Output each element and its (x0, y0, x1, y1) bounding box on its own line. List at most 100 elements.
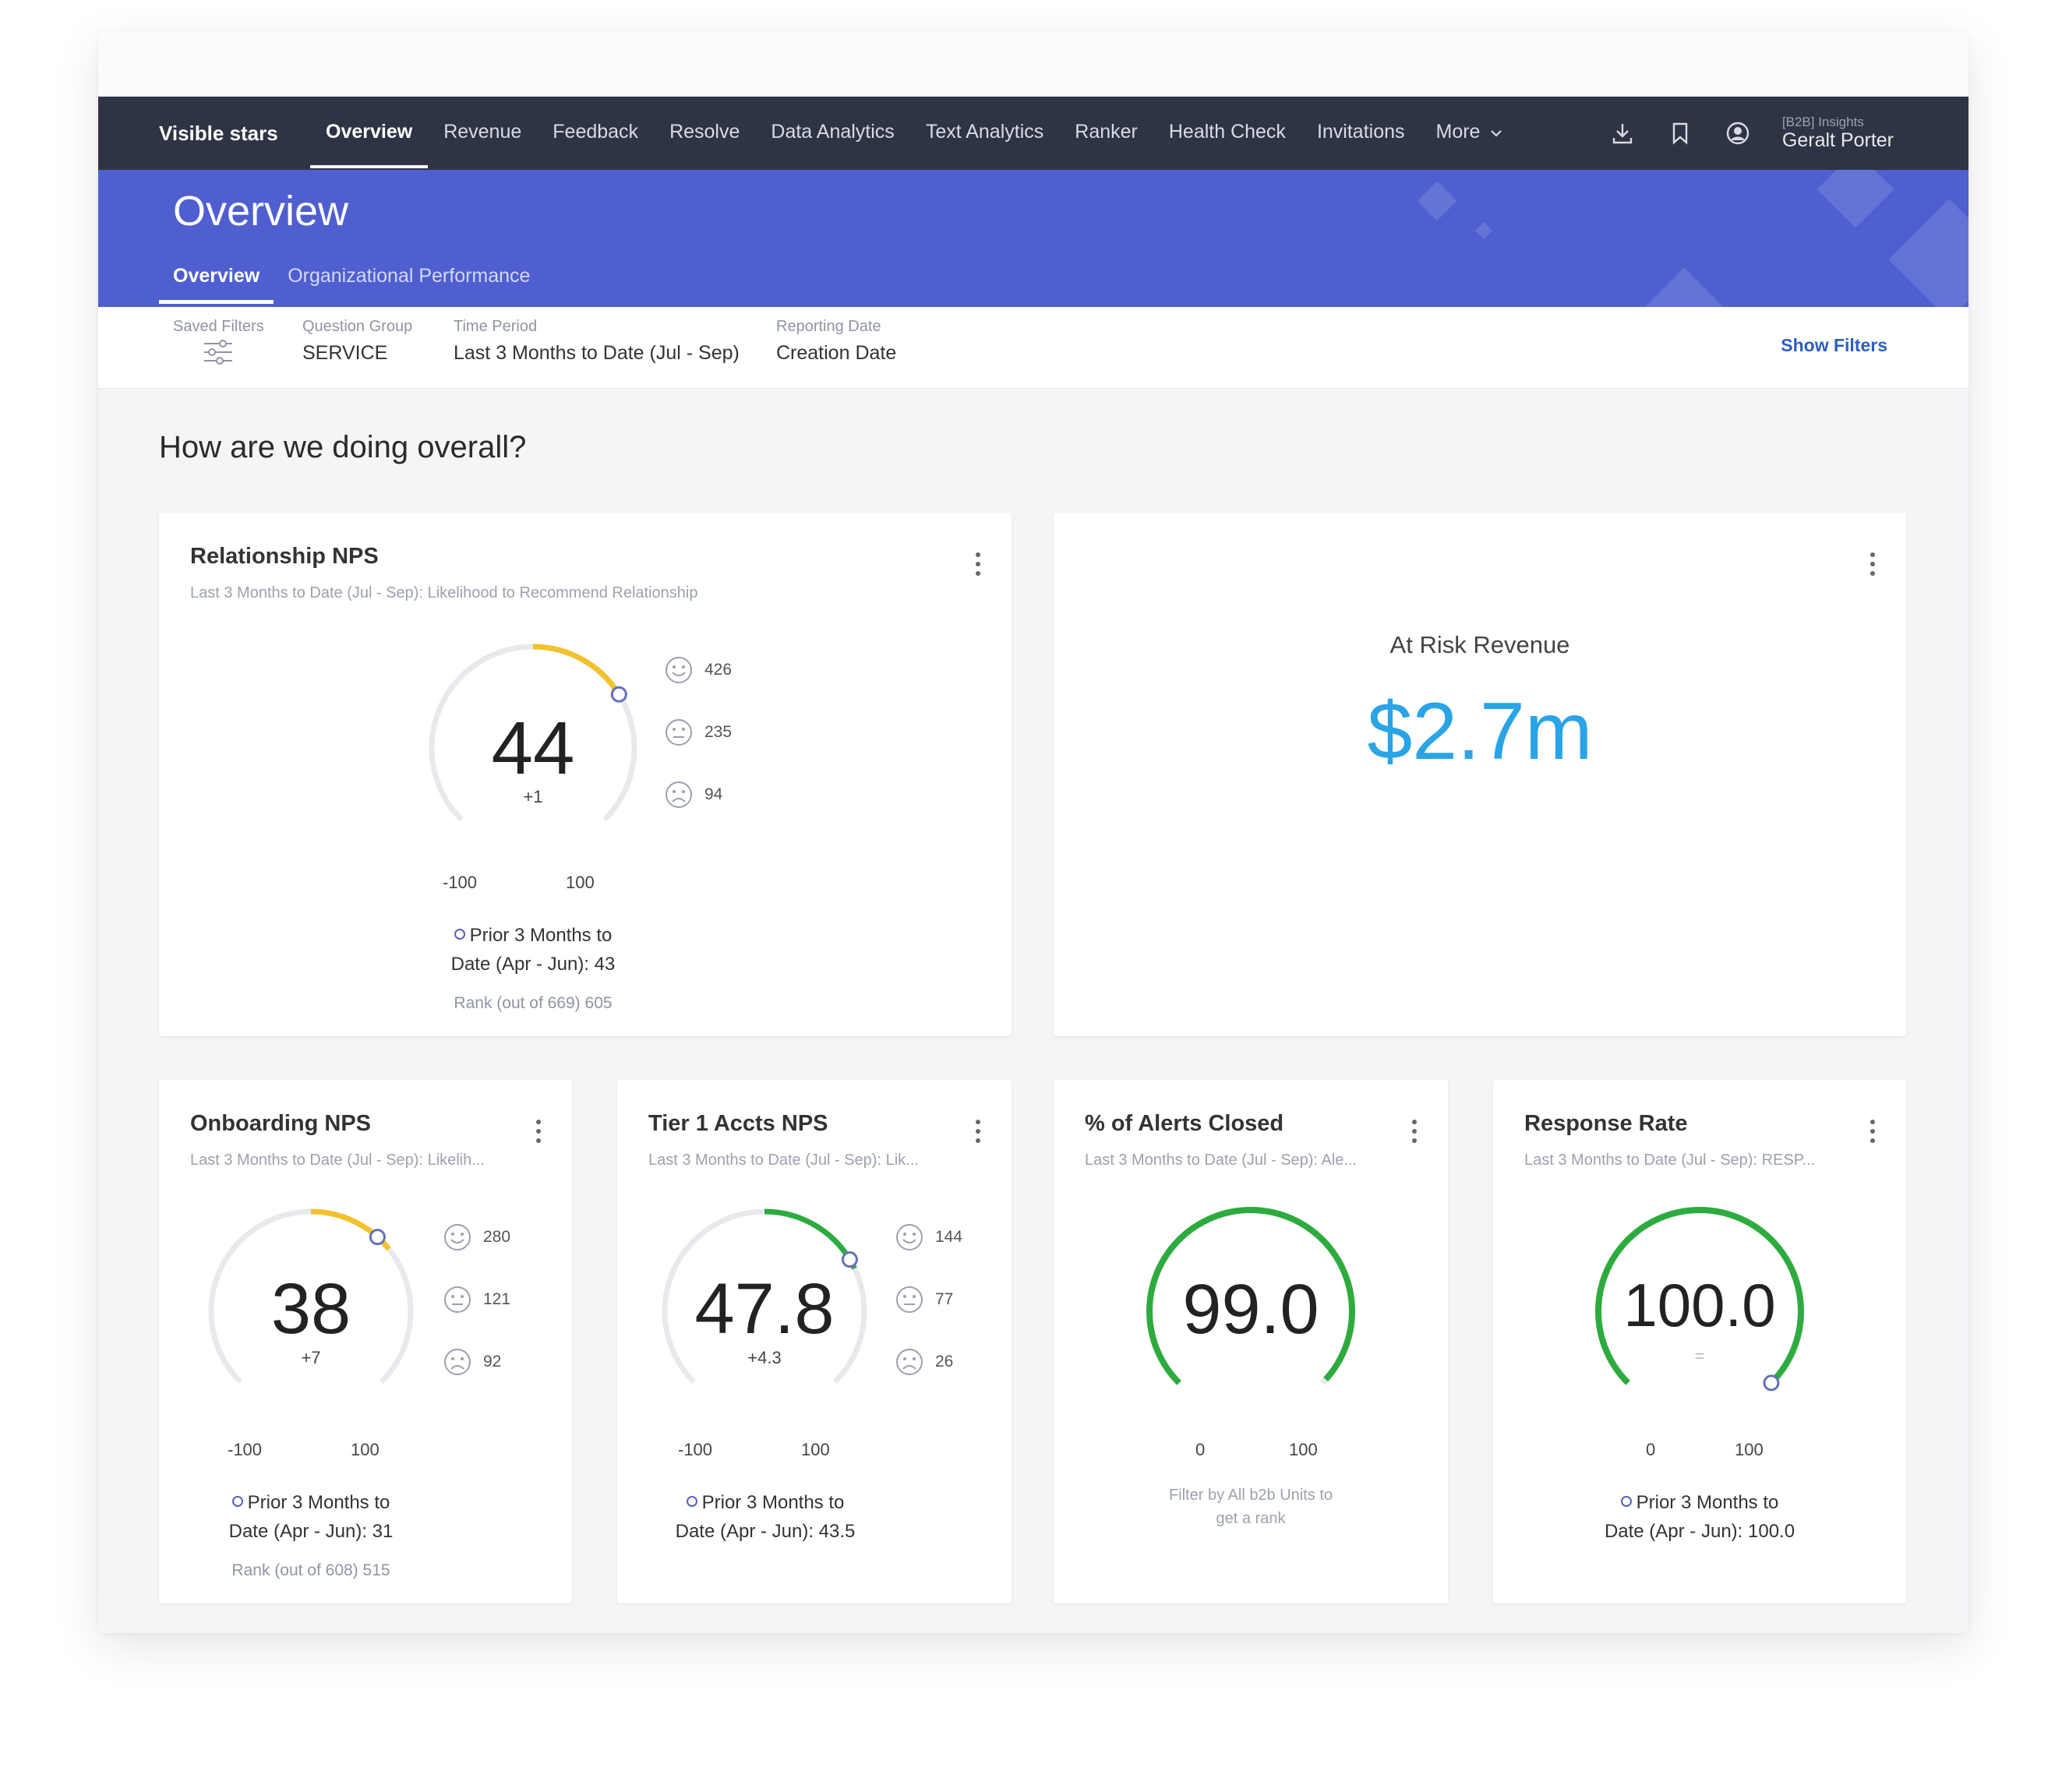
download-icon[interactable] (1609, 120, 1636, 146)
prior-marker-icon (686, 1496, 697, 1507)
passives-row: 77 (895, 1268, 962, 1331)
response-breakdown: 426 235 94 (664, 639, 732, 826)
card-title: Response Rate (1524, 1111, 1688, 1136)
nav-item-overview[interactable]: Overview (310, 97, 429, 170)
smile-icon (444, 1224, 471, 1251)
card-subtitle: Last 3 Months to Date (Jul - Sep): Lik..… (648, 1152, 919, 1169)
rank-text: Rank (out of 608) 515 (231, 1561, 390, 1579)
page-header: Overview Overview Organizational Perform… (98, 170, 1968, 307)
bookmark-icon[interactable] (1667, 120, 1693, 146)
gauge-fill (532, 644, 623, 698)
smile-icon (666, 657, 692, 683)
gauge-arc (1146, 1207, 1355, 1385)
kebab-menu-icon[interactable] (966, 549, 990, 580)
risk-value: $2.7m (1367, 686, 1593, 777)
gauge-max-label: 100 (1735, 1440, 1764, 1459)
percent-gauge: 99.0 (1138, 1198, 1364, 1424)
user-name: Geralt Porter (1781, 129, 1894, 151)
percent-gauge: 100.0 = (1587, 1198, 1813, 1424)
nav-item-text-analytics[interactable]: Text Analytics (925, 121, 1044, 143)
sub-tabs: Overview Organizational Performance (159, 248, 544, 304)
nav-item-more-label: More (1435, 121, 1481, 143)
detractors-count: 94 (704, 785, 723, 803)
kebab-menu-icon[interactable] (1403, 1116, 1426, 1147)
promoters-count: 426 (704, 661, 733, 679)
gauge-value: 44 (491, 707, 575, 790)
gauge-value: 99.0 (1182, 1271, 1319, 1349)
gauge-value: 38 (270, 1269, 351, 1349)
tab-overview[interactable]: Overview (159, 248, 274, 304)
section-title: How are we doing overall? (159, 430, 527, 464)
prior-marker (841, 1251, 858, 1268)
prior-line-1: Prior 3 Months to (617, 1488, 913, 1517)
card-title: % of Alerts Closed (1085, 1111, 1284, 1136)
prior-line-1: Prior 3 Months to (338, 921, 728, 950)
nav-item-revenue[interactable]: Revenue (443, 121, 522, 143)
gauge-delta: +4.3 (747, 1348, 782, 1367)
filter-question-group[interactable]: Question Group SERVICE (302, 318, 412, 365)
passives-count: 121 (483, 1290, 511, 1308)
card-subtitle: Last 3 Months to Date (Jul - Sep): Ale..… (1085, 1152, 1358, 1169)
gauge-delta: +1 (523, 787, 543, 806)
user-menu[interactable]: [B2B] Insights Geralt Porter (1782, 115, 1894, 151)
risk-label: At Risk Revenue (1389, 631, 1570, 658)
prior-line-2: Date (Apr - Jun): 43.5 (675, 1521, 856, 1543)
user-role: [B2B] Insights (1781, 114, 1864, 129)
prior-marker (369, 1229, 386, 1246)
nav-item-ranker[interactable]: Ranker (1075, 121, 1138, 143)
detractors-count: 92 (483, 1353, 502, 1370)
saved-filters-label: Saved Filters (173, 318, 264, 335)
saved-filters[interactable]: Saved Filters (173, 318, 264, 369)
kebab-menu-icon[interactable] (966, 1116, 990, 1147)
prior-line-1: Prior 3 Months to (159, 1488, 463, 1517)
brand-logo[interactable]: Visible stars (159, 122, 278, 145)
nps-gauge: 44 +1 (416, 631, 650, 865)
filter-bar: Saved Filters Question Group SERVICE Tim… (98, 307, 1968, 389)
question-group-label: Question Group (302, 318, 413, 335)
gauge-arc (429, 644, 637, 822)
prior-marker-icon (1620, 1496, 1632, 1507)
filter-time-period[interactable]: Time Period Last 3 Months to Date (Jul -… (454, 318, 740, 365)
tab-organizational-performance[interactable]: Organizational Performance (288, 265, 531, 287)
promoters-row: 426 (664, 639, 732, 701)
nav-item-more[interactable]: More (1421, 97, 1519, 170)
card-title: Relationship NPS (190, 544, 379, 569)
gauge-min-label: 0 (1646, 1440, 1656, 1459)
kebab-menu-icon[interactable] (527, 1116, 550, 1147)
prior-line-2: Date (Apr - Jun): 43 (450, 954, 616, 975)
sliders-icon (204, 340, 233, 365)
detractors-count: 26 (935, 1353, 954, 1370)
passives-row: 235 (664, 701, 732, 764)
nav-item-data-analytics[interactable]: Data Analytics (771, 121, 895, 143)
nav-item-invitations[interactable]: Invitations (1316, 121, 1405, 143)
detractors-row: 92 (443, 1331, 510, 1393)
kebab-menu-icon[interactable] (1861, 1116, 1884, 1147)
app-window: Visible stars Overview Revenue Feedback … (98, 31, 1968, 1633)
user-icon[interactable] (1725, 120, 1751, 146)
gauge-max-label: 100 (1289, 1440, 1318, 1459)
gauge-delta: = (1694, 1346, 1705, 1366)
neutral-face-icon (666, 719, 692, 746)
gauge-fill (1146, 1207, 1355, 1385)
promoters-row: 144 (895, 1206, 962, 1268)
card-title: Onboarding NPS (190, 1111, 371, 1136)
show-filters-link[interactable]: Show Filters (1781, 335, 1887, 355)
nav-item-feedback[interactable]: Feedback (553, 121, 639, 143)
kebab-menu-icon[interactable] (1861, 549, 1884, 580)
gauge-fill (764, 1208, 857, 1270)
card-subtitle: Last 3 Months to Date (Jul - Sep): RESP.… (1524, 1152, 1816, 1169)
filter-reporting-date[interactable]: Reporting Date Creation Date (776, 318, 896, 365)
response-breakdown: 144 77 26 (895, 1206, 962, 1393)
alerts-closed-card: % of Alerts Closed Last 3 Months to Date… (1054, 1080, 1448, 1603)
gauge-min-label: -100 (228, 1440, 263, 1459)
response-rate-card: Response Rate Last 3 Months to Date (Jul… (1493, 1080, 1906, 1603)
nav-item-resolve[interactable]: Resolve (669, 121, 740, 143)
at-risk-revenue-card: At Risk Revenue $2.7m (1054, 513, 1906, 1036)
rank-note: Filter by All b2b Units to get a rank (1054, 1483, 1448, 1530)
gauge-arc (1595, 1207, 1804, 1392)
frown-icon (444, 1349, 471, 1375)
nav-item-health-check[interactable]: Health Check (1168, 121, 1286, 143)
time-period-value: Last 3 Months to Date (Jul - Sep) (454, 342, 740, 364)
header-decoration (1888, 199, 1968, 307)
card-subtitle: Last 3 Months to Date (Jul - Sep): Likel… (190, 1152, 485, 1169)
